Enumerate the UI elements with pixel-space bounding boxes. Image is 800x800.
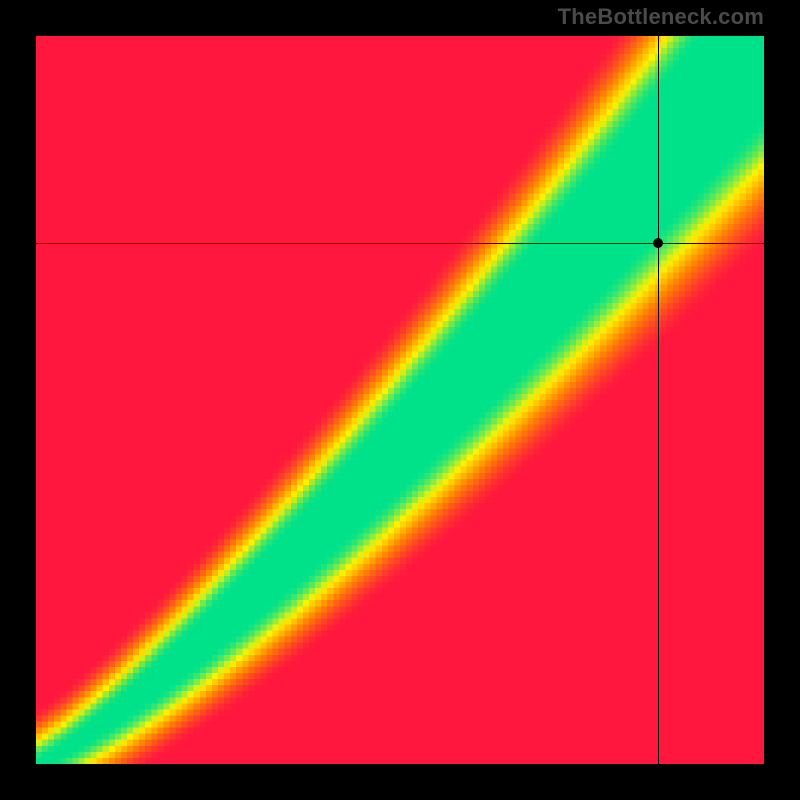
- heatmap-canvas: [36, 36, 764, 764]
- plot-area: [36, 36, 764, 764]
- watermark-text: TheBottleneck.com: [558, 4, 764, 30]
- frame: TheBottleneck.com: [0, 0, 800, 800]
